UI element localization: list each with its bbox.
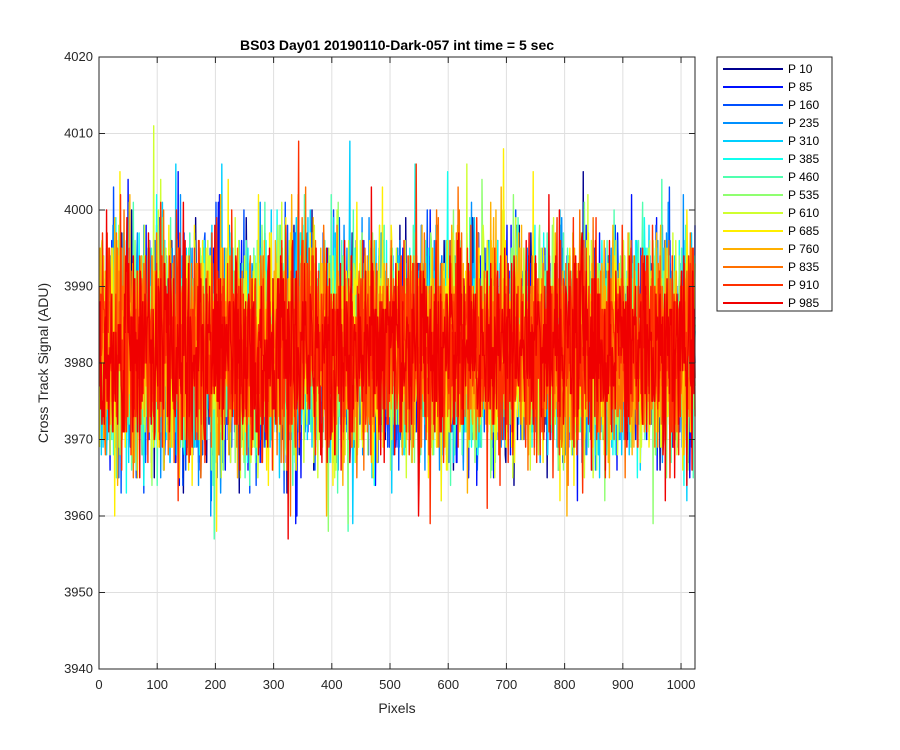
legend-label: P 10 <box>788 62 813 76</box>
x-tick-label: 0 <box>95 677 102 692</box>
legend-label: P 835 <box>788 260 819 274</box>
legend-label: P 85 <box>788 80 813 94</box>
legend-box <box>716 56 833 312</box>
legend-items: P 10 P 85 P 160 P 235 P 310 P 385 P 460 P 535 P … <box>723 62 819 310</box>
y-tick-label: 4000 <box>64 202 93 217</box>
y-tick-label: 4020 <box>64 49 93 64</box>
x-tick-label: 300 <box>263 677 285 692</box>
legend-label: P 385 <box>788 152 819 166</box>
legend-label: P 460 <box>788 170 819 184</box>
y-tick-label: 3990 <box>64 279 93 294</box>
x-tick-label: 900 <box>612 677 634 692</box>
legend-label: P 760 <box>788 242 819 256</box>
legend-label: P 610 <box>788 206 819 220</box>
x-tick-label: 800 <box>554 677 576 692</box>
legend-label: P 685 <box>788 224 819 238</box>
legend-label: P 235 <box>788 116 819 130</box>
legend-label: P 535 <box>788 188 819 202</box>
x-tick-labels: 0 100 200 300 400 500 600 700 800 900 1000 <box>95 677 695 692</box>
legend-label: P 160 <box>788 98 819 112</box>
y-tick-label: 3950 <box>64 585 93 600</box>
plot-area <box>98 56 696 670</box>
legend-label: P 985 <box>788 296 819 310</box>
y-tick-label: 3970 <box>64 432 93 447</box>
x-tick-label: 700 <box>496 677 518 692</box>
chart-title: BS03 Day01 20190110-Dark-057 int time = … <box>240 37 554 53</box>
x-tick-label: 200 <box>205 677 227 692</box>
x-tick-label: 100 <box>146 677 168 692</box>
y-tick-label: 3940 <box>64 661 93 676</box>
legend-label: P 910 <box>788 278 819 292</box>
x-tick-label: 600 <box>437 677 459 692</box>
y-axis-label: Cross Track Signal (ADU) <box>35 283 51 443</box>
series-lines <box>98 125 696 540</box>
x-axis-label: Pixels <box>378 700 415 716</box>
y-tick-labels: 3940 3950 3960 3970 3980 3990 4000 4010 4020 <box>64 49 93 676</box>
x-tick-label: 500 <box>379 677 401 692</box>
legend: P 10 P 85 P 160 P 235 P 310 P 385 P 460 P 535 P … <box>716 56 833 312</box>
ticks <box>98 56 695 670</box>
x-tick-label: 1000 <box>667 677 696 692</box>
series-line <box>98 186 696 540</box>
y-tick-label: 4010 <box>64 126 93 141</box>
y-tick-label: 3980 <box>64 355 93 370</box>
legend-label: P 310 <box>788 134 819 148</box>
y-tick-label: 3960 <box>64 508 93 523</box>
x-tick-label: 400 <box>321 677 343 692</box>
